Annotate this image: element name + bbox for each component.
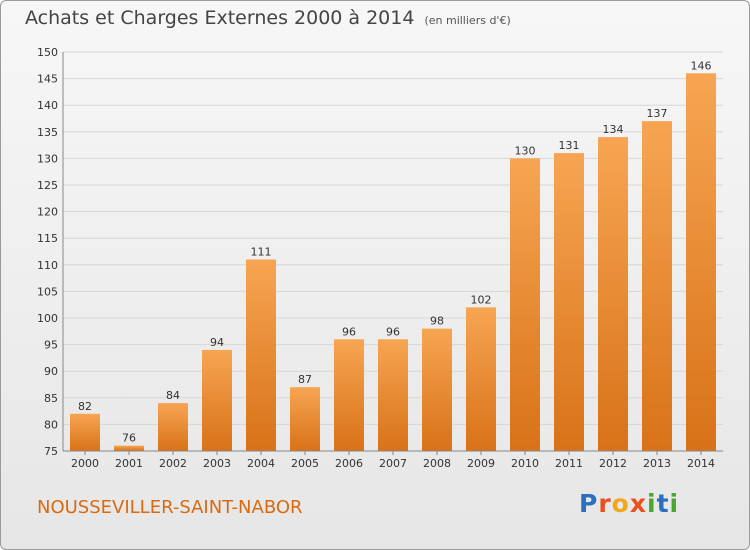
y-tick-label: 130 — [37, 152, 58, 165]
x-tick-label: 2008 — [423, 457, 451, 470]
bars: 82 76 84 94 111 87 96 96 98 102 130 131 134 137 146 — [70, 59, 716, 451]
bar-2010 — [510, 158, 540, 451]
y-tick-label: 140 — [37, 99, 58, 112]
bar-2006 — [334, 339, 364, 451]
logo-letter: P — [579, 489, 599, 518]
bar-2004 — [246, 259, 276, 451]
x-tick-label: 2007 — [379, 457, 407, 470]
y-tick-label: 90 — [44, 365, 58, 378]
x-tick-label: 2012 — [599, 457, 627, 470]
y-tick-label: 115 — [37, 232, 58, 245]
x-tick-label: 2006 — [335, 457, 363, 470]
x-tick-label: 2009 — [467, 457, 495, 470]
bar-value-label: 111 — [251, 245, 272, 258]
bar-value-label: 94 — [210, 336, 224, 349]
bar-value-label: 87 — [298, 373, 312, 386]
logo-letter: o — [611, 489, 630, 518]
y-tick-label: 150 — [37, 46, 58, 59]
bar-2012 — [598, 137, 628, 451]
y-tick-label: 80 — [44, 418, 58, 431]
logo-letter: x — [629, 489, 647, 518]
bar-value-label: 98 — [430, 315, 444, 328]
logo-letter: i — [669, 489, 680, 518]
bar-2002 — [158, 403, 188, 451]
bar-2005 — [290, 387, 320, 451]
y-tick-label: 105 — [37, 285, 58, 298]
x-tick-label: 2004 — [247, 457, 275, 470]
logo-letter: r — [598, 489, 612, 518]
bar-value-label: 134 — [603, 123, 624, 136]
chart-title: Achats et Charges Externes 2000 à 2014 (e… — [25, 7, 511, 29]
x-tick-label: 2001 — [115, 457, 143, 470]
commune-name: NOUSSEVILLER-SAINT-NABOR — [37, 497, 303, 518]
y-tick-label: 120 — [37, 206, 58, 219]
y-tick-label: 75 — [44, 445, 58, 458]
logo-letter: t — [656, 489, 670, 518]
chart-unit: (en milliers d'€) — [424, 14, 511, 27]
y-tick-label: 135 — [37, 126, 58, 139]
chart-title-text: Achats et Charges Externes 2000 à 2014 — [25, 7, 415, 29]
bar-value-label: 96 — [342, 325, 356, 338]
bar-value-label: 130 — [515, 144, 536, 157]
bar-value-label: 137 — [647, 107, 668, 120]
bar-value-label: 102 — [471, 293, 492, 306]
x-tick-label: 2002 — [159, 457, 187, 470]
bar-value-label: 76 — [122, 432, 136, 445]
bar-2003 — [202, 349, 232, 451]
bar-2014 — [686, 73, 716, 451]
y-tick-label: 145 — [37, 73, 58, 86]
bar-2007 — [378, 339, 408, 451]
y-tick-label: 125 — [37, 179, 58, 192]
x-tick-label: 2013 — [643, 457, 671, 470]
y-tick-label: 85 — [44, 392, 58, 405]
x-tick-label: 2003 — [203, 457, 231, 470]
axes: 75 80 85 90 95 100 105 110 115 120 125 130 135 140 145… — [37, 46, 723, 470]
logo-letter: i — [647, 489, 657, 518]
bar-value-label: 131 — [559, 139, 580, 152]
bar-2011 — [554, 153, 584, 451]
bar-2013 — [642, 121, 672, 451]
bar-value-label: 82 — [78, 400, 92, 413]
x-tick-label: 2005 — [291, 457, 319, 470]
y-tick-label: 95 — [44, 339, 58, 352]
bar-value-label: 146 — [691, 59, 712, 72]
x-tick-label: 2010 — [511, 457, 539, 470]
bar-2008 — [422, 328, 452, 451]
y-tick-label: 110 — [37, 259, 58, 272]
bar-value-label: 96 — [386, 325, 400, 338]
bar-value-label: 84 — [166, 389, 180, 402]
x-tick-label: 2014 — [687, 457, 715, 470]
x-tick-label: 2000 — [71, 457, 99, 470]
x-tick-label: 2011 — [555, 457, 583, 470]
proxiti-logo: Proxiti — [579, 489, 679, 518]
y-tick-label: 100 — [37, 312, 58, 325]
bar-2009 — [466, 307, 496, 451]
bar-2001 — [114, 445, 144, 451]
bar-2000 — [70, 413, 100, 451]
